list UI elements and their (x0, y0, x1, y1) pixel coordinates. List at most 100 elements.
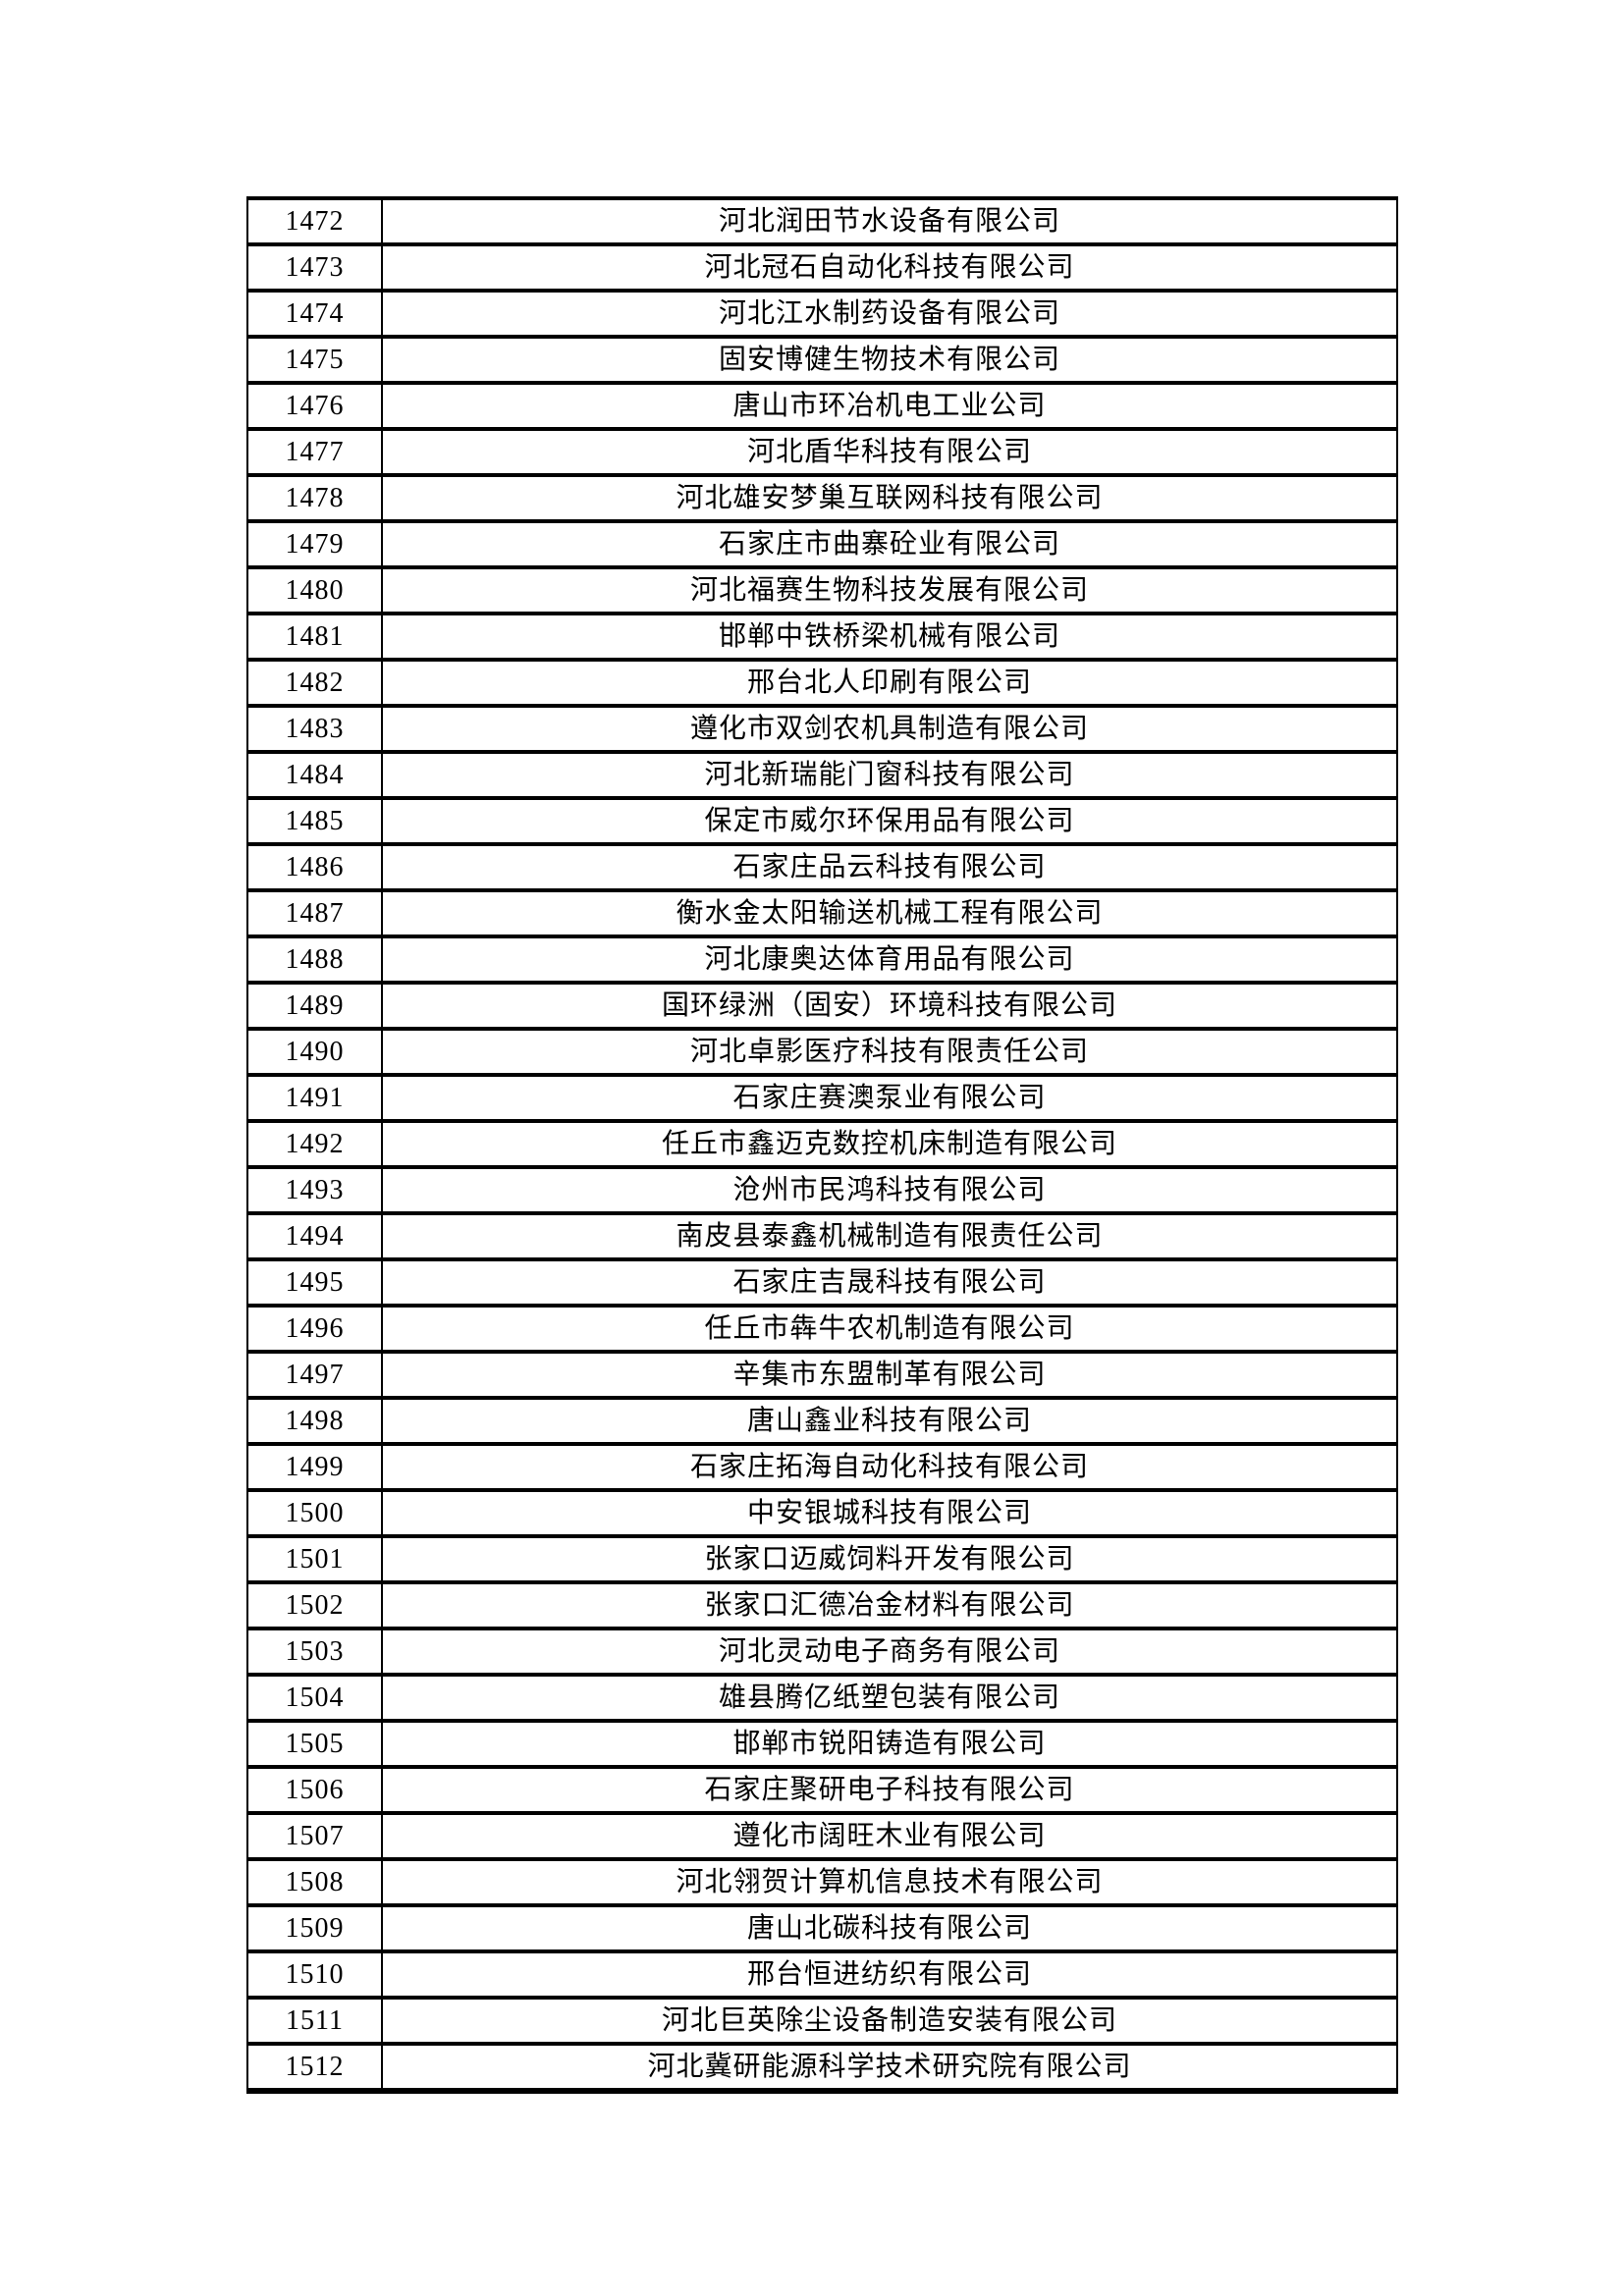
company-name: 邯郸中铁桥梁机械有限公司 (381, 612, 1398, 662)
row-number: 1495 (246, 1257, 383, 1308)
company-name: 石家庄聚研电子科技有限公司 (381, 1765, 1398, 1815)
company-name: 任丘市鑫迈克数控机床制造有限公司 (381, 1119, 1398, 1169)
company-name: 雄县腾亿纸塑包装有限公司 (381, 1673, 1398, 1723)
company-name: 南皮县泰鑫机械制造有限责任公司 (381, 1211, 1398, 1261)
table-row: 1477 河北盾华科技有限公司 (246, 427, 1398, 477)
row-number: 1499 (246, 1442, 383, 1492)
row-number: 1490 (246, 1027, 383, 1077)
company-name: 中安银城科技有限公司 (381, 1488, 1398, 1538)
row-number: 1492 (246, 1119, 383, 1169)
row-number: 1480 (246, 565, 383, 615)
row-number: 1506 (246, 1765, 383, 1815)
company-name: 河北康奥达体育用品有限公司 (381, 934, 1398, 985)
row-number: 1475 (246, 335, 383, 385)
row-number: 1488 (246, 934, 383, 985)
company-name: 辛集市东盟制革有限公司 (381, 1350, 1398, 1400)
company-name: 河北冠石自动化科技有限公司 (381, 242, 1398, 293)
table-row: 1502 张家口汇德冶金材料有限公司 (246, 1580, 1398, 1630)
company-name: 国环绿洲（固安）环境科技有限公司 (381, 981, 1398, 1031)
row-number: 1479 (246, 519, 383, 569)
row-number: 1507 (246, 1811, 383, 1861)
row-number: 1472 (246, 196, 383, 246)
table-row: 1486 石家庄品云科技有限公司 (246, 842, 1398, 892)
row-number: 1509 (246, 1903, 383, 1953)
table-row: 1483 遵化市双剑农机具制造有限公司 (246, 704, 1398, 754)
table-row: 1498 唐山鑫业科技有限公司 (246, 1396, 1398, 1446)
company-name: 河北润田节水设备有限公司 (381, 196, 1398, 246)
company-name: 衡水金太阳输送机械工程有限公司 (381, 888, 1398, 938)
row-number: 1493 (246, 1165, 383, 1215)
company-name: 遵化市双剑农机具制造有限公司 (381, 704, 1398, 754)
company-table-body: 1472 河北润田节水设备有限公司 1473 河北冠石自动化科技有限公司 1474 河北江… (246, 196, 1398, 2093)
row-number: 1487 (246, 888, 383, 938)
table-row: 1485 保定市威尔环保用品有限公司 (246, 796, 1398, 846)
row-number: 1491 (246, 1073, 383, 1123)
row-number: 1505 (246, 1719, 383, 1769)
company-name: 河北新瑞能门窗科技有限公司 (381, 750, 1398, 800)
table-row: 1487 衡水金太阳输送机械工程有限公司 (246, 888, 1398, 938)
company-name: 石家庄赛澳泵业有限公司 (381, 1073, 1398, 1123)
company-name: 张家口汇德冶金材料有限公司 (381, 1580, 1398, 1630)
table-row: 1507 遵化市阔旺木业有限公司 (246, 1811, 1398, 1861)
company-name: 唐山北碳科技有限公司 (381, 1903, 1398, 1953)
row-number: 1485 (246, 796, 383, 846)
table-row: 1472 河北润田节水设备有限公司 (246, 196, 1398, 246)
row-number: 1478 (246, 473, 383, 523)
row-number: 1498 (246, 1396, 383, 1446)
table-row: 1478 河北雄安梦巢互联网科技有限公司 (246, 473, 1398, 523)
table-row: 1496 任丘市犇牛农机制造有限公司 (246, 1304, 1398, 1354)
company-name: 河北卓影医疗科技有限责任公司 (381, 1027, 1398, 1077)
table-row: 1476 唐山市环冶机电工业公司 (246, 381, 1398, 431)
table-row: 1489 国环绿洲（固安）环境科技有限公司 (246, 981, 1398, 1031)
company-name: 河北福赛生物科技发展有限公司 (381, 565, 1398, 615)
row-number: 1511 (246, 1996, 383, 2046)
company-name: 河北灵动电子商务有限公司 (381, 1627, 1398, 1677)
company-name: 固安博健生物技术有限公司 (381, 335, 1398, 385)
table-row: 1479 石家庄市曲寨砼业有限公司 (246, 519, 1398, 569)
company-name: 河北冀研能源科学技术研究院有限公司 (381, 2042, 1398, 2093)
company-name: 邯郸市锐阳铸造有限公司 (381, 1719, 1398, 1769)
table-row: 1474 河北江水制药设备有限公司 (246, 289, 1398, 339)
table-row: 1473 河北冠石自动化科技有限公司 (246, 242, 1398, 293)
company-name: 邢台恒进纺织有限公司 (381, 1949, 1398, 2000)
table-row: 1500 中安银城科技有限公司 (246, 1488, 1398, 1538)
row-number: 1508 (246, 1857, 383, 1907)
table-row: 1490 河北卓影医疗科技有限责任公司 (246, 1027, 1398, 1077)
table-row: 1482 邢台北人印刷有限公司 (246, 658, 1398, 708)
row-number: 1500 (246, 1488, 383, 1538)
company-name: 唐山鑫业科技有限公司 (381, 1396, 1398, 1446)
table-row: 1505 邯郸市锐阳铸造有限公司 (246, 1719, 1398, 1769)
company-name: 河北雄安梦巢互联网科技有限公司 (381, 473, 1398, 523)
row-number: 1503 (246, 1627, 383, 1677)
table-row: 1493 沧州市民鸿科技有限公司 (246, 1165, 1398, 1215)
table-row: 1480 河北福赛生物科技发展有限公司 (246, 565, 1398, 615)
company-name: 沧州市民鸿科技有限公司 (381, 1165, 1398, 1215)
company-name: 河北盾华科技有限公司 (381, 427, 1398, 477)
row-number: 1512 (246, 2042, 383, 2093)
table-row: 1510 邢台恒进纺织有限公司 (246, 1949, 1398, 2000)
company-name: 河北翎贺计算机信息技术有限公司 (381, 1857, 1398, 1907)
row-number: 1474 (246, 289, 383, 339)
table-row: 1491 石家庄赛澳泵业有限公司 (246, 1073, 1398, 1123)
row-number: 1497 (246, 1350, 383, 1400)
company-name: 石家庄市曲寨砼业有限公司 (381, 519, 1398, 569)
table-row: 1484 河北新瑞能门窗科技有限公司 (246, 750, 1398, 800)
row-number: 1477 (246, 427, 383, 477)
table-row: 1504 雄县腾亿纸塑包装有限公司 (246, 1673, 1398, 1723)
table-row: 1492 任丘市鑫迈克数控机床制造有限公司 (246, 1119, 1398, 1169)
table-row: 1512 河北冀研能源科学技术研究院有限公司 (246, 2042, 1398, 2093)
row-number: 1504 (246, 1673, 383, 1723)
row-number: 1494 (246, 1211, 383, 1261)
row-number: 1489 (246, 981, 383, 1031)
row-number: 1473 (246, 242, 383, 293)
table-row: 1511 河北巨英除尘设备制造安装有限公司 (246, 1996, 1398, 2046)
table-row: 1475 固安博健生物技术有限公司 (246, 335, 1398, 385)
company-name: 邢台北人印刷有限公司 (381, 658, 1398, 708)
company-name: 任丘市犇牛农机制造有限公司 (381, 1304, 1398, 1354)
company-table: 1472 河北润田节水设备有限公司 1473 河北冠石自动化科技有限公司 1474 河北江… (246, 196, 1398, 2094)
row-number: 1510 (246, 1949, 383, 2000)
table-row: 1494 南皮县泰鑫机械制造有限责任公司 (246, 1211, 1398, 1261)
row-number: 1476 (246, 381, 383, 431)
company-name: 河北巨英除尘设备制造安装有限公司 (381, 1996, 1398, 2046)
